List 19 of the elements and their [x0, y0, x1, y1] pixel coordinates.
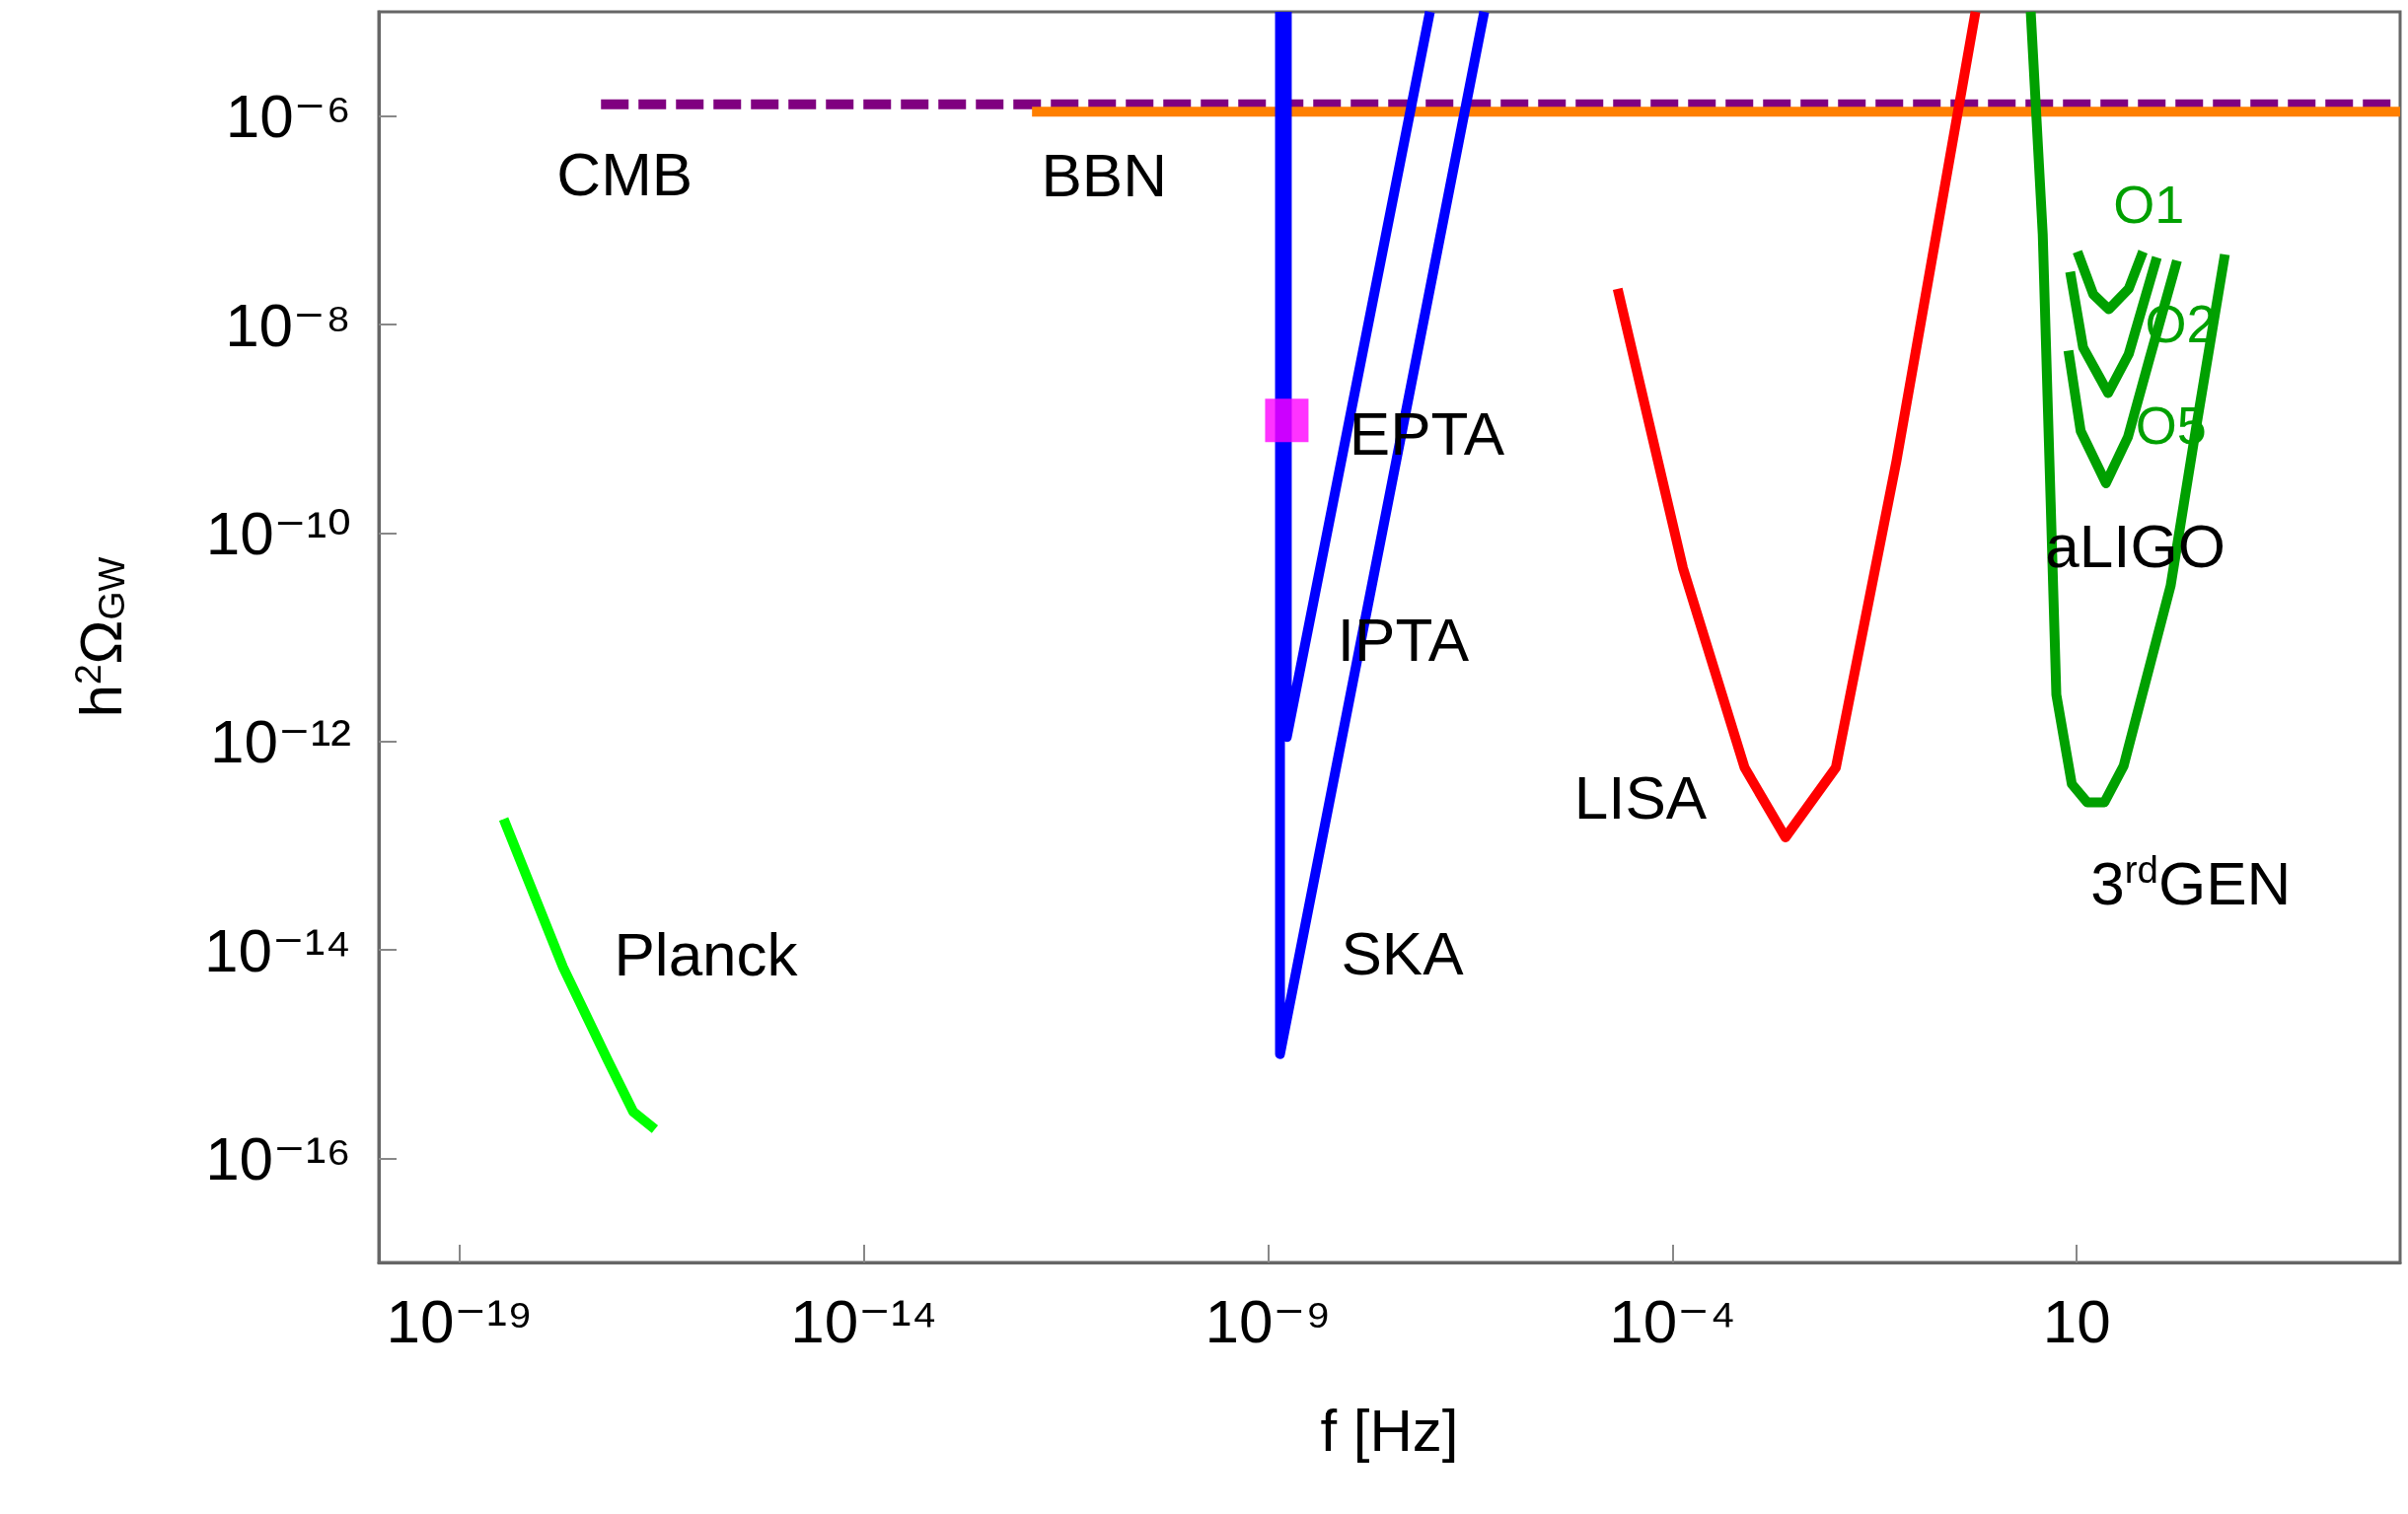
- x-axis-title: f [Hz]: [1320, 1397, 1459, 1464]
- y-tick-label: 10⁻¹²: [210, 707, 351, 776]
- series-label: CMB: [556, 140, 693, 209]
- series-label: SKA: [1341, 919, 1465, 988]
- series-label: Planck: [614, 919, 799, 988]
- x-tick-label: 10⁻⁹: [1204, 1286, 1332, 1355]
- y-tick-label: 10⁻¹⁴: [204, 915, 351, 984]
- series-label: LISA: [1573, 763, 1708, 832]
- y-tick-label: 10⁻⁸: [225, 290, 351, 359]
- y-tick-label: 10⁻¹⁰: [205, 498, 351, 567]
- x-tick-label: 10⁻⁴: [1609, 1286, 1736, 1355]
- x-tick-label: 10⁻¹⁴: [790, 1286, 938, 1355]
- series-label: O1: [2113, 175, 2185, 235]
- y-tick-label: 10⁻¹⁶: [205, 1123, 351, 1192]
- y-axis-title: h2ΩGW: [66, 556, 134, 718]
- x-tick-label: 10⁻¹⁹: [386, 1286, 534, 1355]
- x-tick-label: 10: [2042, 1286, 2111, 1355]
- series-label: BBN: [1041, 140, 1167, 209]
- y-tick-label: 10⁻⁶: [225, 82, 351, 151]
